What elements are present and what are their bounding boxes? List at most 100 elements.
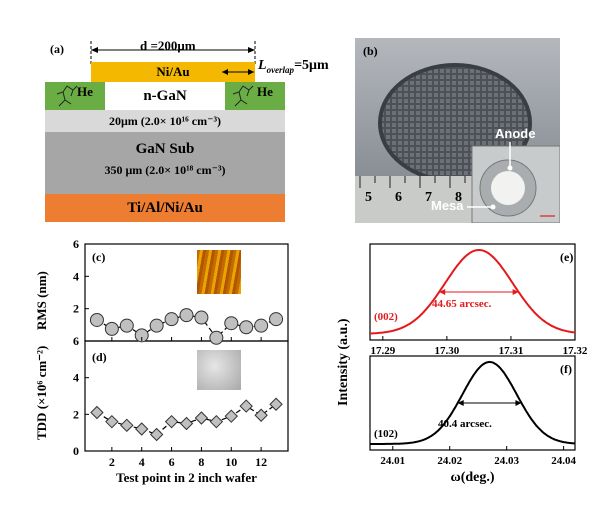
- tdd-data-point: [105, 414, 119, 429]
- rms-data-point: [119, 318, 134, 333]
- panel-d-frame: [84, 340, 289, 452]
- he-region-left: [45, 82, 105, 110]
- tdd-data-point: [90, 405, 104, 420]
- cl-image-inset: [197, 350, 241, 390]
- n-gan-layer: 20μm (2.0× 10¹⁶ cm⁻³): [45, 110, 285, 132]
- xrc-102-fwhm-arrow-right: [515, 400, 522, 406]
- fwhm-102-label: 40.4 arcsec.: [438, 418, 492, 430]
- xrc-102-xtick-label: 24.03: [494, 455, 519, 467]
- anode-label: Anode: [495, 126, 536, 141]
- xrc-102-xtick-label: 24.02: [437, 455, 462, 467]
- ruler-number-5: 5: [365, 190, 372, 205]
- rms-data-point: [209, 330, 224, 345]
- rms-data-point: [149, 318, 164, 333]
- gan-sub-label: GaN Sub: [135, 141, 195, 157]
- peak-102-label: (102): [374, 428, 398, 440]
- panel-c-label: (c): [92, 250, 106, 264]
- test-point-xtick-label: 6: [169, 455, 175, 469]
- rms-data-point: [104, 321, 119, 336]
- overlap-value: =5μm: [294, 58, 329, 73]
- panel-e-label: (e): [560, 250, 574, 264]
- test-point-axis-label: Test point in 2 inch wafer: [116, 470, 257, 485]
- rms-data-point: [179, 308, 194, 323]
- tdd-ytick-label: 6: [73, 334, 79, 348]
- dimension-arrow-d: [90, 41, 256, 65]
- test-point-xtick-label: 8: [198, 455, 204, 469]
- ti-al-ni-au-layer: Ti/Al/Ni/Au: [45, 194, 285, 222]
- rms-data-point: [254, 318, 269, 333]
- anode-pointer: [507, 142, 513, 171]
- xrc-102-xtick-label: 24.04: [551, 455, 576, 467]
- wafer-photo-art: [355, 38, 560, 223]
- test-point-xtick-label: 2: [109, 455, 115, 469]
- rms-axis-label: RMS (nm): [34, 271, 49, 330]
- tdd-data-point: [209, 414, 224, 429]
- overlap-subscript: overlap: [266, 64, 295, 75]
- tdd-data-point: [254, 408, 268, 422]
- panels-e-f-chart: 17.29 17.30 17.31 17.32 24.01 24.02 24.03 24.04: [369, 243, 588, 467]
- xrc-002-xtick-label: 17.32: [563, 345, 588, 357]
- tdd-ytick-label: 4: [73, 371, 79, 385]
- test-point-xtick-label: 10: [225, 455, 237, 469]
- rms-data-point: [134, 328, 149, 343]
- xrc-002-xtick-label: 17.29: [370, 345, 395, 357]
- tdd-data-point: [224, 409, 238, 423]
- xrc-002-xtick-label: 17.31: [499, 345, 524, 357]
- tdd-data-point: [149, 427, 164, 442]
- n-gan-label: n-GaN: [143, 88, 187, 104]
- tdd-data-point: [164, 414, 179, 429]
- test-point-xtick-label: 4: [139, 455, 145, 469]
- xrc-002-fwhm-arrow-right: [512, 289, 519, 295]
- panels-c-d-chart: 2 4 6 0 2 4 6 2 4 6 8 10 12: [73, 238, 289, 469]
- he-right-label: He: [257, 84, 273, 99]
- xrc-102-fwhm-arrow-left: [457, 400, 464, 406]
- tdd-data-point: [239, 399, 253, 413]
- tdd-ytick-label: 0: [73, 444, 79, 458]
- test-point-xtick-label: 12: [255, 455, 267, 469]
- tdd-ytick-label: 2: [73, 407, 79, 421]
- gan-sub-spec: 350 μm (2.0× 10¹⁸ cm⁻³): [104, 163, 226, 177]
- rms-data-point: [224, 316, 239, 331]
- overlap-arrow: [222, 69, 254, 75]
- panel-f-frame: [369, 355, 576, 451]
- xrc-102-xtick-label: 24.01: [380, 455, 405, 467]
- tdd-data-point: [269, 397, 283, 411]
- tdd-data-point: [135, 422, 149, 436]
- fwhm-002-label: 44.65 arcsec.: [432, 298, 492, 310]
- panel-b-label: (b): [363, 44, 378, 58]
- panel-e-frame: [369, 243, 576, 341]
- xrc-102-curve: [370, 361, 575, 445]
- ruler-number-7: 7: [425, 190, 432, 205]
- mesa-label: Mesa: [431, 198, 464, 213]
- panel-f-label: (f): [560, 362, 572, 376]
- tdd-data-point: [179, 416, 194, 431]
- omega-axis-label: ω(deg.): [450, 470, 495, 485]
- rms-data-point: [194, 310, 209, 325]
- rms-data-point: [164, 312, 179, 327]
- panel-a-label: (a): [50, 42, 64, 56]
- wafer-photo: (b) 5 6 7 8 Anode Mesa: [355, 38, 560, 223]
- dimension-d-label: d =200μm: [140, 38, 196, 53]
- mesa-pointer: [467, 204, 496, 210]
- tdd-data-point: [194, 411, 209, 425]
- overlap-label: Loverlap=5μm: [258, 58, 329, 75]
- tdd-data-point: [120, 418, 134, 433]
- he-damage-lines: [56, 85, 254, 107]
- ni-au-contact: Ni/Au: [91, 62, 255, 82]
- xrc-002-curve: [370, 249, 576, 335]
- rms-ytick-label: 6: [73, 238, 79, 251]
- rms-data-point: [89, 312, 104, 327]
- rms-data-point: [239, 320, 254, 335]
- panel-d-label: (d): [92, 350, 107, 364]
- rms-data-point: [269, 312, 284, 327]
- intensity-axis-label: Intensity (a.u.): [336, 318, 351, 406]
- tdd-axis-label: TDD (×10⁶ cm⁻²): [34, 345, 49, 440]
- gan-substrate-layer: [45, 132, 285, 194]
- he-left-label: He: [77, 84, 93, 99]
- overlap-symbol: L: [258, 58, 267, 73]
- ruler-number-6: 6: [395, 190, 402, 205]
- peak-002-label: (002): [374, 311, 398, 323]
- rms-ytick-label: 4: [73, 269, 79, 283]
- xrc-002-xtick-label: 17.30: [435, 345, 460, 357]
- afm-image-inset: [197, 250, 241, 294]
